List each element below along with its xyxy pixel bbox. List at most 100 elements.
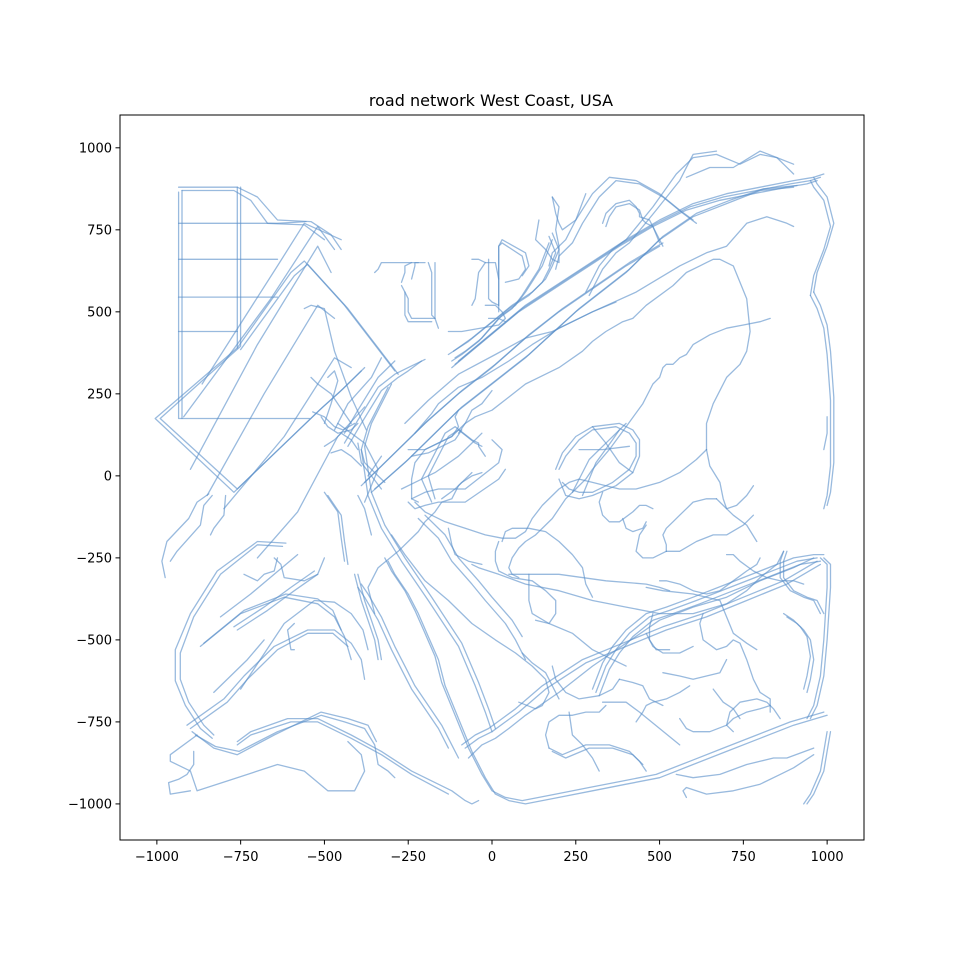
road-segment-3	[181, 189, 326, 241]
road-segment-78	[447, 235, 557, 356]
road-segment-54	[357, 442, 383, 490]
road-segment-76	[451, 242, 550, 362]
road-segment-67	[434, 261, 440, 329]
x-tick-label: 0	[488, 850, 496, 865]
road-segment-176	[725, 553, 805, 585]
road-segment-162	[662, 498, 718, 552]
road-segment-106	[360, 386, 493, 733]
road-segment-86	[588, 150, 718, 297]
road-segment-149	[699, 612, 771, 713]
road-segment-50	[323, 432, 359, 451]
road-segment-169	[581, 429, 621, 497]
road-segment-167	[555, 422, 641, 500]
road-segment-119	[809, 557, 832, 720]
x-tick-label: 750	[731, 850, 756, 865]
road-segment-112	[464, 563, 822, 749]
road-segment-56	[357, 494, 373, 536]
road-segment-72	[498, 239, 530, 313]
road-segment-51	[330, 448, 362, 467]
road-segment-18	[161, 493, 210, 579]
road-segment-40	[219, 553, 299, 618]
road-segment-124	[823, 416, 828, 451]
road-segment-14	[189, 245, 332, 470]
road-segment-11	[239, 263, 399, 375]
road-segment-157	[782, 612, 812, 690]
x-axis: −1000 −750 −500 −250 0 250 500 750 1000	[135, 840, 844, 865]
road-segment-29	[189, 632, 349, 730]
road-segment-42	[310, 376, 352, 425]
road-segment-60	[353, 573, 379, 661]
road-segment-79	[534, 196, 560, 264]
x-tick-label: −500	[307, 850, 343, 865]
road-segment-37	[167, 750, 195, 795]
road-segment-171	[591, 426, 634, 474]
road-segment-26	[236, 573, 319, 631]
road-segment-135	[417, 517, 527, 661]
road-segment-127	[675, 747, 815, 779]
road-segment-144	[471, 550, 785, 615]
road-segment-146	[645, 586, 758, 651]
road-segment-19	[169, 494, 213, 562]
road-segment-107	[363, 383, 497, 730]
road-segment-133	[601, 701, 681, 746]
x-tick-label: 500	[647, 850, 672, 865]
road-segment-27	[239, 599, 369, 690]
road-segment-49	[367, 455, 383, 477]
road-segment-136	[424, 514, 523, 638]
road-segment-118	[806, 557, 828, 720]
road-segment-82	[555, 179, 698, 270]
road-segment-9	[159, 186, 362, 490]
road-segment-109	[357, 586, 450, 749]
road-segment-152	[635, 685, 691, 723]
road-segment-24	[203, 593, 342, 644]
road-segment-94	[363, 242, 664, 484]
road-segment-130	[551, 747, 644, 766]
road-segment-16	[223, 357, 352, 510]
road-segment-63	[374, 261, 426, 274]
road-segment-95	[404, 216, 795, 425]
y-tick-label: −1000	[68, 797, 112, 812]
road-segment-125	[803, 731, 828, 805]
road-segment-102	[410, 439, 503, 500]
road-segment-38	[243, 557, 279, 582]
road-segment-70	[487, 258, 500, 306]
x-tick-label: −250	[390, 850, 426, 865]
road-segment-33	[191, 711, 378, 756]
road-segment-139	[501, 527, 594, 598]
road-segment-52	[320, 416, 359, 434]
road-segment-155	[618, 678, 664, 707]
road-segment-0	[177, 191, 311, 420]
road-segment-141	[528, 573, 627, 667]
road-segment-111	[384, 557, 825, 802]
road-segment-66	[427, 261, 436, 320]
y-axis: −1000 −750 −500 −250 0 250 500 750 1000	[68, 141, 120, 812]
road-segment-55	[360, 448, 386, 484]
road-segment-137	[390, 534, 550, 710]
road-segment-39	[273, 557, 326, 582]
road-segment-4	[177, 220, 307, 224]
road-segment-87	[685, 150, 795, 178]
road-segment-46	[347, 360, 423, 447]
road-segment-22	[174, 540, 287, 739]
road-segment-143	[447, 527, 483, 566]
y-tick-label: −750	[76, 715, 112, 730]
x-tick-label: 250	[563, 850, 588, 865]
y-tick-label: 500	[87, 305, 112, 320]
x-tick-label: −1000	[135, 850, 179, 865]
road-segment-88	[457, 173, 825, 362]
road-segment-108	[360, 583, 460, 759]
road-segment-173	[410, 258, 751, 503]
y-tick-label: 1000	[79, 141, 112, 156]
road-segment-12	[201, 222, 342, 385]
road-segment-177	[658, 557, 761, 595]
y-tick-label: 0	[104, 469, 112, 484]
road-segment-123	[809, 294, 832, 510]
road-segment-36	[169, 734, 366, 792]
road-segment-15	[206, 304, 336, 497]
road-segment-154	[662, 658, 728, 680]
road-segment-164	[598, 491, 654, 523]
road-segment-166	[558, 426, 637, 493]
